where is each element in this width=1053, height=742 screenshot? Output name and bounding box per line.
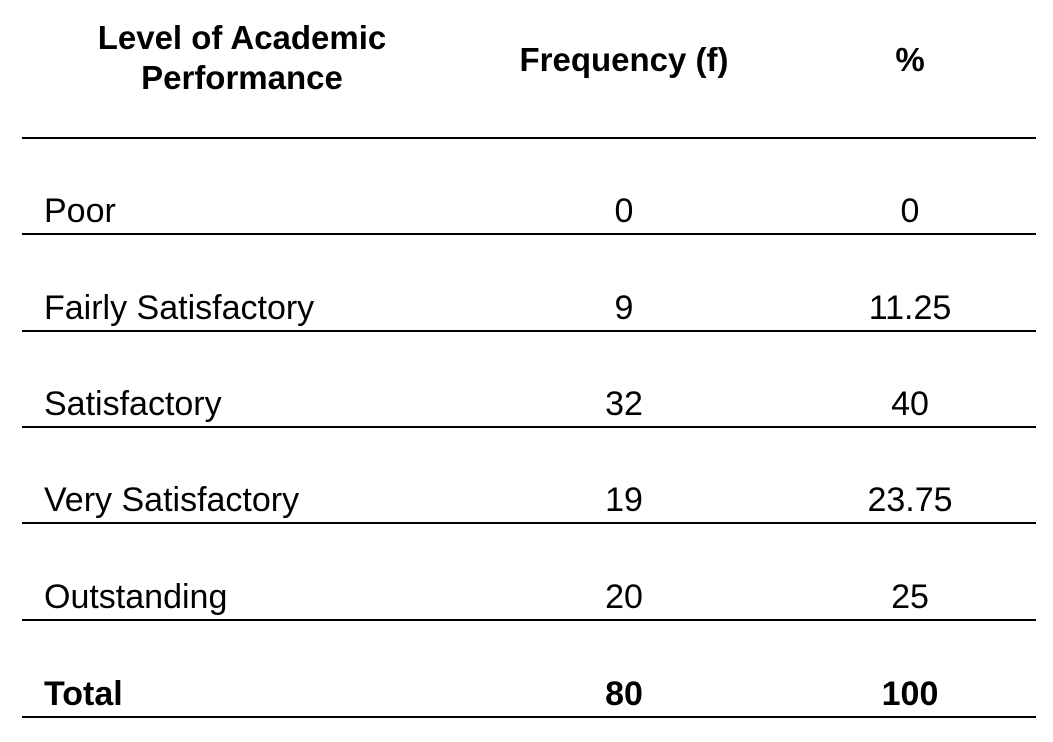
header-cell: Frequency (f)	[519, 41, 729, 78]
frequency: 20	[605, 578, 643, 616]
row-rule	[22, 330, 1036, 332]
row-label: Total	[44, 675, 123, 713]
frequency: 80	[605, 675, 643, 713]
header-cell: Level of Academic Performance	[97, 19, 387, 96]
row-label: Poor	[44, 192, 116, 230]
percent: 40	[891, 385, 929, 423]
percent: 100	[881, 675, 939, 713]
row-rule	[22, 619, 1036, 621]
frequency: 19	[605, 481, 643, 519]
row-rule	[22, 716, 1036, 718]
row-rule	[22, 426, 1036, 428]
frequency: 9	[614, 289, 634, 327]
frequency: 32	[605, 385, 643, 423]
row-rule	[22, 522, 1036, 524]
percent: 25	[891, 578, 929, 616]
percent: 11.25	[868, 289, 952, 327]
row-label: Fairly Satisfactory	[44, 289, 315, 327]
row-label: Satisfactory	[44, 385, 222, 423]
percent: 23.75	[867, 481, 953, 519]
frequency: 0	[614, 192, 634, 230]
header-cell: %	[895, 41, 925, 78]
row-rule	[22, 233, 1036, 235]
percent: 0	[900, 192, 920, 230]
header-rule	[22, 137, 1036, 139]
row-label: Very Satisfactory	[44, 481, 300, 519]
row-label: Outstanding	[44, 578, 228, 616]
